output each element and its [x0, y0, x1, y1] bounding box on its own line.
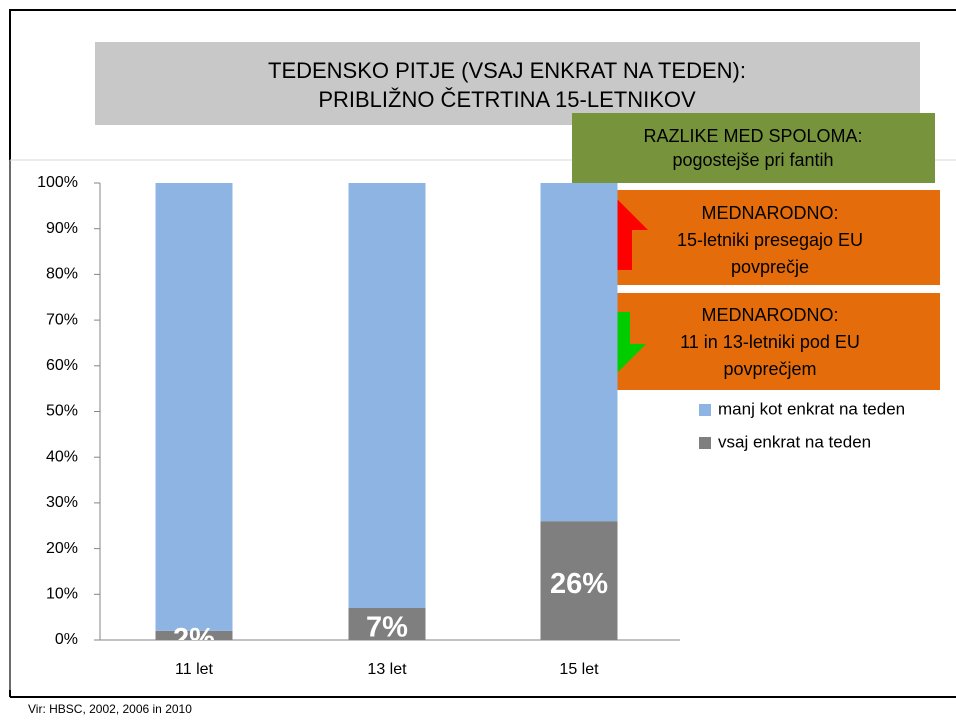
data-label: 7% — [366, 612, 408, 644]
annotation-box — [572, 113, 935, 183]
annotation-line: MEDNARODNO: — [701, 203, 838, 223]
source: Vir: HBSC, 2002, 2006 in 2010 — [28, 702, 192, 716]
y-tick-label: 70% — [46, 311, 78, 328]
title-line: TEDENSKO PITJE (VSAJ ENKRAT NA TEDEN): — [268, 58, 746, 83]
y-tick-label: 50% — [46, 403, 78, 420]
legend-label: vsaj enkrat na teden — [718, 432, 871, 451]
title-line: PRIBLIŽNO ČETRTINA 15-LETNIKOV — [318, 87, 696, 112]
bar-segment — [348, 183, 426, 609]
annotation-line: 11 in 13-letniki pod EU — [680, 332, 860, 352]
annotation-box — [573, 190, 940, 285]
bar-segment — [348, 608, 426, 640]
y-tick-label: 90% — [46, 220, 78, 237]
bar-segment — [540, 521, 618, 640]
x-tick-label: 13 let — [367, 661, 407, 678]
data-labels: 2% 7% 26% — [173, 568, 608, 655]
bar-segment — [155, 630, 233, 640]
y-tick-label: 60% — [46, 357, 78, 374]
y-tick-label: 0% — [55, 631, 78, 648]
title-box — [95, 42, 920, 125]
annotation-line: MEDNARODNO: — [701, 305, 838, 325]
legend-swatch — [699, 404, 711, 416]
annotation-line: povprečje — [731, 257, 809, 277]
y-tick-label: 40% — [46, 448, 78, 465]
x-tick-label: 15 let — [559, 661, 599, 678]
data-label: 2% — [173, 623, 215, 655]
annotation-line: RAZLIKE MED SPOLOMA: — [643, 126, 862, 146]
annotation-box — [573, 293, 940, 390]
bar-segment — [540, 183, 618, 522]
annotation-line: 15-letniki presegajo EU — [677, 230, 863, 250]
y-tick-label: 10% — [46, 586, 78, 603]
x-tick-label: 11 let — [175, 661, 214, 678]
y-tick-label: 30% — [46, 494, 78, 511]
bar-segment — [155, 183, 233, 631]
annotation-line: povprečjem — [723, 359, 816, 379]
annotation-line: pogostejše pri fantih — [672, 150, 833, 170]
y-tick-label: 80% — [46, 266, 78, 283]
y-tick-label: 100% — [37, 174, 78, 191]
y-tick-label: 20% — [46, 540, 78, 557]
legend-swatch — [699, 437, 711, 449]
legend-label: manj kot enkrat na teden — [718, 399, 905, 418]
data-label: 26% — [550, 568, 608, 600]
